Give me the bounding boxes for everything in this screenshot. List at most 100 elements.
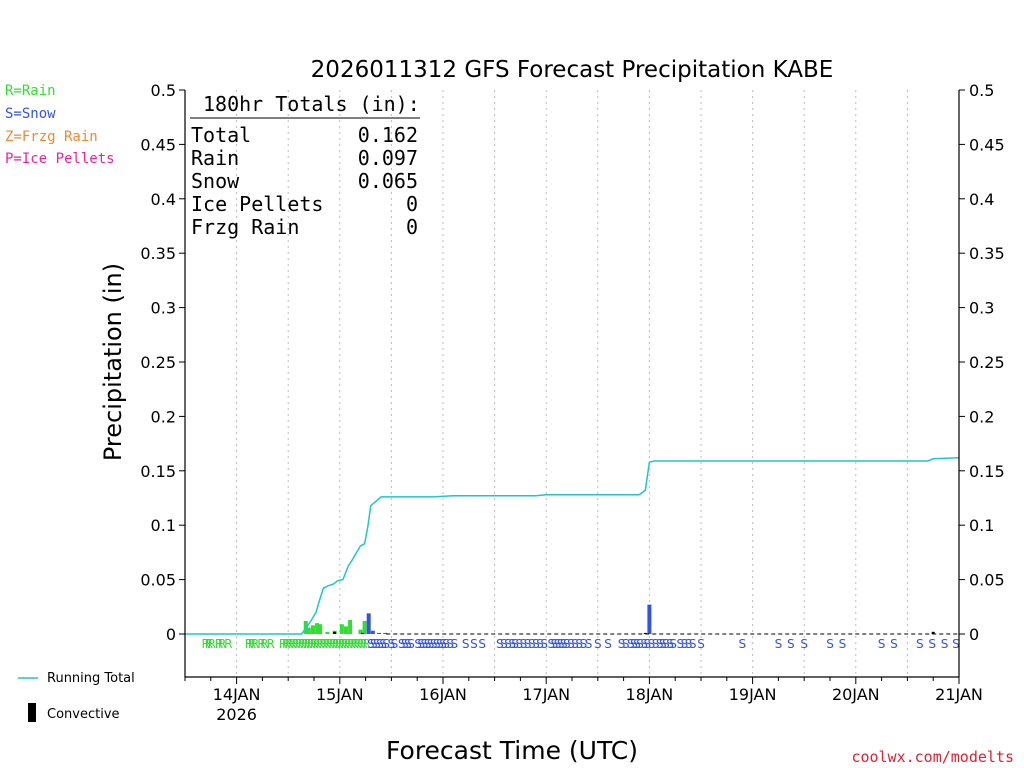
y-tick-label-right: 0.2 — [969, 407, 994, 426]
snow-marker: S — [504, 637, 512, 651]
snow-marker: S — [775, 637, 783, 651]
snow-marker: S — [800, 637, 808, 651]
snow-marker: S — [604, 637, 612, 651]
snow-marker: S — [689, 637, 697, 651]
snow-marker: S — [630, 637, 638, 651]
snow-marker: S — [373, 637, 381, 651]
snow-marker: S — [644, 637, 652, 651]
totals-value-rain: 0.097 — [358, 146, 418, 170]
precip-bar — [343, 626, 348, 634]
snow-marker: S — [536, 637, 544, 651]
snow-marker: S — [560, 637, 568, 651]
type-legend: R=Rain S=Snow Z=Frzg Rain P=Ice Pellets — [5, 83, 115, 167]
snow-marker: S — [532, 637, 540, 651]
x-tick-label: 15JAN — [316, 685, 364, 704]
rain-marker: R — [294, 637, 302, 651]
y-tick-label-left: 0.35 — [140, 244, 176, 263]
rain-marker: R — [316, 637, 324, 651]
rain-marker: R — [332, 637, 340, 651]
snow-marker: S — [575, 637, 583, 651]
snow-marker: S — [916, 637, 924, 651]
x-tick-label: 18JAN — [626, 685, 674, 704]
rain-marker: R — [208, 637, 216, 651]
snow-marker: S — [398, 637, 406, 651]
totals-label-ice-pellets: Ice Pellets — [191, 192, 323, 216]
snow-marker: S — [407, 637, 415, 651]
rain-marker: R — [347, 637, 355, 651]
rain-marker: R — [218, 637, 226, 651]
snow-marker: S — [430, 637, 438, 651]
snow-marker: S — [952, 637, 960, 651]
precip-bar — [377, 632, 382, 634]
snow-marker: S — [551, 637, 559, 651]
snow-marker: S — [540, 637, 548, 651]
x-tick-sublabel: 2026 — [216, 705, 257, 724]
snow-marker: S — [648, 637, 656, 651]
precip-bar — [383, 632, 388, 634]
snow-marker: S — [391, 637, 399, 651]
y-tick-label-left: 0.05 — [140, 571, 176, 590]
rain-marker: R — [325, 637, 333, 651]
y-axis-label: Precipitation (in) — [99, 263, 127, 461]
rain-marker: R — [313, 637, 321, 651]
snow-marker: S — [367, 637, 375, 651]
snow-marker: S — [496, 637, 504, 651]
y-tick-label-right: 0.15 — [969, 462, 1005, 481]
rain-marker: R — [291, 637, 299, 651]
x-axis-label: Forecast Time (UTC) — [386, 736, 638, 765]
rain-marker: R — [328, 637, 336, 651]
rain-marker: R — [353, 637, 361, 651]
type-legend-frzg-rain: Z=Frzg Rain — [5, 129, 98, 145]
precip-bar — [358, 629, 363, 634]
rain-marker: R — [350, 637, 358, 651]
convective-legend-swatch — [28, 703, 36, 722]
x-tick-label: 14JAN — [213, 685, 261, 704]
snow-marker: S — [627, 637, 635, 651]
snow-marker: S — [666, 637, 674, 651]
precip-bar — [647, 604, 652, 634]
y-tick-label-right: 0.1 — [969, 516, 994, 535]
rain-marker: R — [215, 637, 223, 651]
convective-bar — [643, 632, 647, 634]
precip-bar — [366, 613, 371, 634]
rain-marker: R — [266, 637, 274, 651]
snow-marker: S — [839, 637, 847, 651]
snow-marker: S — [370, 637, 378, 651]
totals-value-frzg-rain: 0 — [406, 215, 418, 239]
type-legend-ice-pellets: P=Ice Pellets — [5, 151, 115, 167]
snow-marker: S — [738, 637, 746, 651]
precip-bar — [315, 623, 320, 634]
snow-marker: S — [677, 637, 685, 651]
rain-marker: R — [248, 637, 256, 651]
y-tick-label-left: 0.45 — [140, 135, 176, 154]
x-tick-label: 17JAN — [522, 685, 570, 704]
snow-marker: S — [470, 637, 478, 651]
snow-marker: S — [439, 637, 447, 651]
snow-marker: S — [662, 637, 670, 651]
snow-marker: S — [401, 637, 409, 651]
y-tick-label-right: 0.4 — [969, 190, 994, 209]
snow-marker: S — [500, 637, 508, 651]
rain-marker: R — [297, 637, 305, 651]
rain-marker: R — [301, 637, 309, 651]
y-tick-label-right: 0.3 — [969, 299, 994, 318]
snow-marker: S — [528, 637, 536, 651]
snow-marker: S — [585, 637, 593, 651]
y-tick-label-left: 0.4 — [151, 190, 176, 209]
snow-marker: S — [379, 637, 387, 651]
snow-marker: S — [554, 637, 562, 651]
snow-marker: S — [446, 637, 454, 651]
snow-marker: S — [478, 637, 486, 651]
totals-header: 180hr Totals (in): — [203, 92, 420, 116]
y-tick-label-left: 0.5 — [151, 81, 176, 100]
snow-marker: S — [418, 637, 426, 651]
rain-marker: R — [322, 637, 330, 651]
totals-value-snow: 0.065 — [358, 169, 418, 193]
snow-marker: S — [567, 637, 575, 651]
totals-label-rain: Rain — [191, 146, 239, 170]
rain-marker: R — [245, 637, 253, 651]
snow-marker: S — [652, 637, 660, 651]
running-total-line — [185, 456, 960, 635]
precip-bar — [362, 620, 367, 634]
snow-marker: S — [462, 637, 470, 651]
